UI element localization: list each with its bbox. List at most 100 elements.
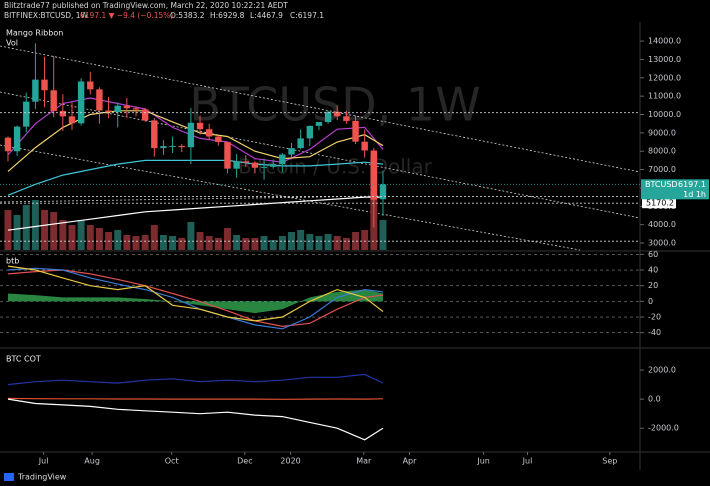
volume-bar (169, 236, 177, 250)
volume-bar (342, 238, 350, 250)
line (7, 97, 384, 163)
header-symbol: BITFINEX:BTCUSD, 1W (4, 11, 89, 20)
header-change: 6197.1 ▼ −9.4 (−0.15%) (80, 11, 173, 20)
header-close: C:6197.1 (290, 11, 324, 20)
y-tick-label: 12000.0 (648, 73, 681, 82)
volume-bar (178, 238, 186, 250)
candle-body (13, 126, 21, 152)
candle-body (379, 184, 387, 200)
x-tick-label: Mar (356, 457, 372, 466)
candle-body (151, 120, 158, 149)
x-tick-label: 2020 (280, 457, 300, 466)
candle-body (260, 166, 268, 168)
line (7, 196, 383, 231)
volume-bar (297, 230, 305, 250)
last-price-symbol: BTCUSD (645, 180, 678, 189)
pane-subtitle: Vol (6, 39, 18, 48)
line (7, 269, 384, 328)
header-low: L:4467.9 (250, 11, 283, 20)
candle-body (343, 116, 350, 121)
x-tick-label: Oct (165, 457, 179, 466)
volume-bar (333, 236, 341, 250)
volume-bar (224, 228, 231, 250)
volume-bar (150, 225, 158, 250)
candle-body (242, 161, 249, 163)
x-tick-label: Aug (84, 457, 100, 466)
candle-body (23, 101, 30, 127)
volume-bar (269, 240, 277, 250)
volume-bar (86, 225, 94, 250)
trendline (0, 195, 381, 203)
y-tick-label: 40 (648, 266, 658, 275)
line (7, 265, 384, 322)
y-tick-label: 0 (648, 297, 653, 306)
candle-body (288, 148, 295, 155)
candle-body (324, 111, 332, 123)
candle-body (68, 116, 76, 124)
line (7, 398, 384, 441)
y-tick-label: 7000.0 (648, 165, 676, 174)
candle-body (224, 142, 231, 169)
volume-bar (4, 210, 12, 250)
x-tick-label: Jun (476, 457, 490, 466)
volume-bar (132, 236, 140, 250)
candle-body (96, 89, 103, 111)
volume-bar (379, 220, 387, 250)
price-label: 5170.2 (646, 199, 674, 208)
candle-body (361, 141, 368, 151)
countdown: 1d 1h (683, 190, 706, 199)
y-tick-label: -40 (648, 328, 661, 337)
candle-body (105, 110, 112, 113)
volume-bar (95, 228, 103, 250)
candle-body (4, 137, 12, 152)
last-price-box (641, 179, 709, 200)
y-tick-label: 9000.0 (648, 128, 676, 137)
candle-body (50, 90, 57, 112)
volume-bar (306, 234, 314, 250)
candle-body (270, 164, 277, 167)
volume-bar (13, 215, 21, 250)
candle-body (279, 154, 286, 165)
candle-body (251, 162, 259, 168)
candle-body (205, 129, 213, 137)
y-tick-label: 0.0 (648, 395, 661, 404)
volume-bar (352, 232, 360, 250)
line (7, 159, 384, 196)
volume-bar (315, 236, 323, 250)
y-tick-label: 11000.0 (648, 92, 681, 101)
y-tick-label: -2000.0 (648, 424, 679, 433)
header-high: H:6929.8 (210, 11, 245, 20)
area (8, 289, 383, 314)
candle-body (306, 125, 314, 139)
trendlines (0, 45, 641, 251)
line (7, 373, 384, 386)
volume-bar (68, 225, 76, 250)
volume-bar (361, 230, 369, 250)
x-tick-label: Sep (602, 457, 617, 466)
volume-bar (77, 220, 85, 250)
y-tick-label: 60 (648, 250, 658, 259)
candle-body (178, 145, 185, 148)
candle-body (352, 120, 359, 142)
volume-bar (214, 238, 222, 250)
y-tick-label: 2000.0 (648, 366, 676, 375)
candle-body (297, 138, 304, 149)
y-tick-label: -20 (648, 313, 661, 322)
x-tick-label: Jul (38, 457, 49, 466)
candle-body (41, 79, 48, 91)
y-tick-label: 13000.0 (648, 55, 681, 64)
trendline (0, 91, 641, 219)
brand-logo (4, 473, 14, 481)
y-tick-label: 14000.0 (648, 37, 681, 46)
volume-bar (41, 210, 49, 250)
candle-body (77, 81, 85, 124)
watermark-symbol: BTCUSD, 1W (189, 78, 480, 132)
trendline (0, 45, 641, 173)
header-publisher: Blitztrade77 published on TradingView.co… (4, 1, 288, 10)
line (7, 397, 384, 400)
pane-title: Mango Ribbon (6, 29, 63, 38)
header-open: O:5383.2 (170, 11, 205, 20)
volume-bar (205, 236, 213, 250)
candle-body (169, 145, 176, 147)
volume-bar (233, 235, 241, 250)
